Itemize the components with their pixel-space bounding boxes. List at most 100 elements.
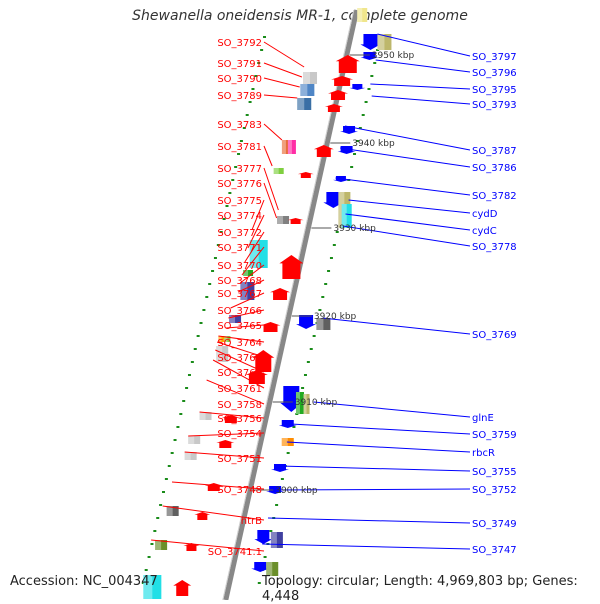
gene-label[interactable]: SO_3768: [217, 276, 262, 287]
forward-gene-arrow: [328, 90, 349, 100]
gene-label[interactable]: SO_3776: [217, 179, 262, 190]
gene-leader-line: [262, 543, 471, 550]
gene-label[interactable]: cydC: [472, 226, 497, 237]
gc-dot: [161, 491, 165, 493]
gene-leader-line: [263, 167, 279, 211]
gc-dot: [237, 153, 241, 155]
gene-label[interactable]: SO_3795: [472, 85, 517, 96]
gene-feature-shade: [243, 270, 249, 276]
gene-feature-box: [188, 436, 201, 444]
gene-leader-line: [340, 147, 471, 168]
gene-label[interactable]: glnE: [472, 413, 494, 424]
gene-label[interactable]: SO_3761: [217, 384, 262, 395]
reverse-gene-arrow: [360, 34, 381, 50]
gene-feature-box: [281, 140, 290, 154]
gene-label[interactable]: SO_3763: [217, 353, 262, 364]
gene-label[interactable]: SO_3791: [217, 59, 262, 70]
gc-dot: [257, 582, 261, 584]
gene-label[interactable]: SO_3755: [472, 467, 517, 478]
gene-feature-box: [377, 34, 392, 50]
gene-label[interactable]: SO_3766: [217, 306, 262, 317]
gene-feature-shade: [143, 575, 153, 599]
gene-feature-shade: [295, 392, 300, 414]
gene-label[interactable]: SO_3796: [472, 68, 517, 79]
gene-label[interactable]: SO_3752: [472, 485, 517, 496]
reverse-gene-arrow: [254, 530, 273, 544]
gc-dot: [269, 530, 273, 532]
gene-label[interactable]: cydD: [472, 209, 498, 220]
gene-label[interactable]: SO_3749: [472, 519, 517, 530]
gene-label[interactable]: SO_3758: [217, 400, 262, 411]
kbp-label: 3900 kbp: [275, 486, 318, 496]
gene-label[interactable]: SO_3777: [217, 164, 262, 175]
gc-dot: [147, 556, 151, 558]
gene-feature-box: [166, 506, 179, 516]
gene-leader-line: [335, 177, 471, 196]
gc-dot: [292, 426, 296, 428]
gene-leader-line: [239, 264, 265, 284]
forward-gene-arrow: [270, 288, 291, 300]
gene-label[interactable]: SO_3770: [217, 261, 262, 272]
gene-label[interactable]: SO_3751: [217, 454, 262, 465]
gene-feature-shade: [377, 34, 385, 50]
gene-leader-line: [342, 225, 471, 247]
gene-label[interactable]: SO_3754: [217, 429, 262, 440]
gene-label[interactable]: SO_3790: [217, 74, 262, 85]
gc-dot: [182, 400, 186, 402]
gene-label[interactable]: SO_3786: [472, 163, 517, 174]
gene-label[interactable]: SO_3771: [217, 243, 262, 254]
gene-label[interactable]: SO_3797: [472, 52, 517, 63]
gc-dot: [329, 257, 333, 259]
gene-leader-line: [188, 432, 265, 437]
gene-label[interactable]: htrB: [241, 516, 262, 527]
gene-feature-shade: [266, 562, 273, 576]
map-title: Shewanella oneidensis MR-1, complete gen…: [132, 8, 468, 24]
gene-label[interactable]: SO_3767: [217, 289, 262, 300]
gc-dot: [361, 114, 365, 116]
gene-label[interactable]: SO_3756: [217, 414, 262, 425]
gene-label[interactable]: SO_3774: [217, 211, 262, 222]
gene-leader-line: [162, 505, 265, 521]
gc-dot: [275, 504, 279, 506]
gc-dot: [318, 309, 322, 311]
forward-gene-arrow: [194, 512, 211, 520]
gene-label[interactable]: SO_3759: [472, 430, 517, 441]
gene-leader-line: [212, 359, 265, 389]
gene-leader-line: [371, 95, 471, 105]
gene-feature-shade: [249, 240, 259, 268]
gene-label[interactable]: SO_3764: [217, 338, 262, 349]
gene-label[interactable]: SO_3775: [217, 196, 262, 207]
gene-label[interactable]: SO_3789: [217, 91, 262, 102]
gene-label[interactable]: SO_3783: [217, 120, 262, 131]
gene-feature-shade: [270, 532, 277, 548]
gene-label[interactable]: SO_3769: [472, 330, 517, 341]
gene-label[interactable]: SO_3765: [217, 321, 262, 332]
gene-label[interactable]: SO_3787: [472, 146, 517, 157]
gc-dot: [231, 179, 235, 181]
kbp-label: 3910 kbp: [295, 398, 338, 408]
gene-label[interactable]: SO_3792: [217, 38, 262, 49]
gc-dot: [309, 348, 313, 350]
gene-label[interactable]: SO_3762: [217, 368, 262, 379]
gc-dot: [225, 205, 229, 207]
gene-label[interactable]: SO_3772: [217, 228, 262, 239]
gc-dot: [332, 244, 336, 246]
gc-dot: [216, 244, 220, 246]
gene-label[interactable]: SO_3781: [217, 142, 262, 153]
gene-label[interactable]: SO_3741.1: [208, 547, 262, 558]
gc-dot: [242, 127, 246, 129]
gc-dot: [222, 218, 226, 220]
gene-label[interactable]: SO_3778: [472, 242, 517, 253]
gene-label[interactable]: SO_3793: [472, 100, 517, 111]
gene-label[interactable]: rbcR: [472, 448, 495, 459]
gc-dot: [173, 439, 177, 441]
gene-label[interactable]: SO_3748: [217, 485, 262, 496]
gc-dot: [263, 556, 267, 558]
gene-feature-shade: [357, 8, 363, 22]
gene-label[interactable]: SO_3782: [472, 191, 517, 202]
gene-label[interactable]: SO_3747: [472, 545, 517, 556]
forward-gene-arrow: [279, 255, 304, 279]
gc-dot: [150, 543, 154, 545]
gene-feature-shade: [240, 282, 248, 300]
gc-dot: [156, 517, 160, 519]
